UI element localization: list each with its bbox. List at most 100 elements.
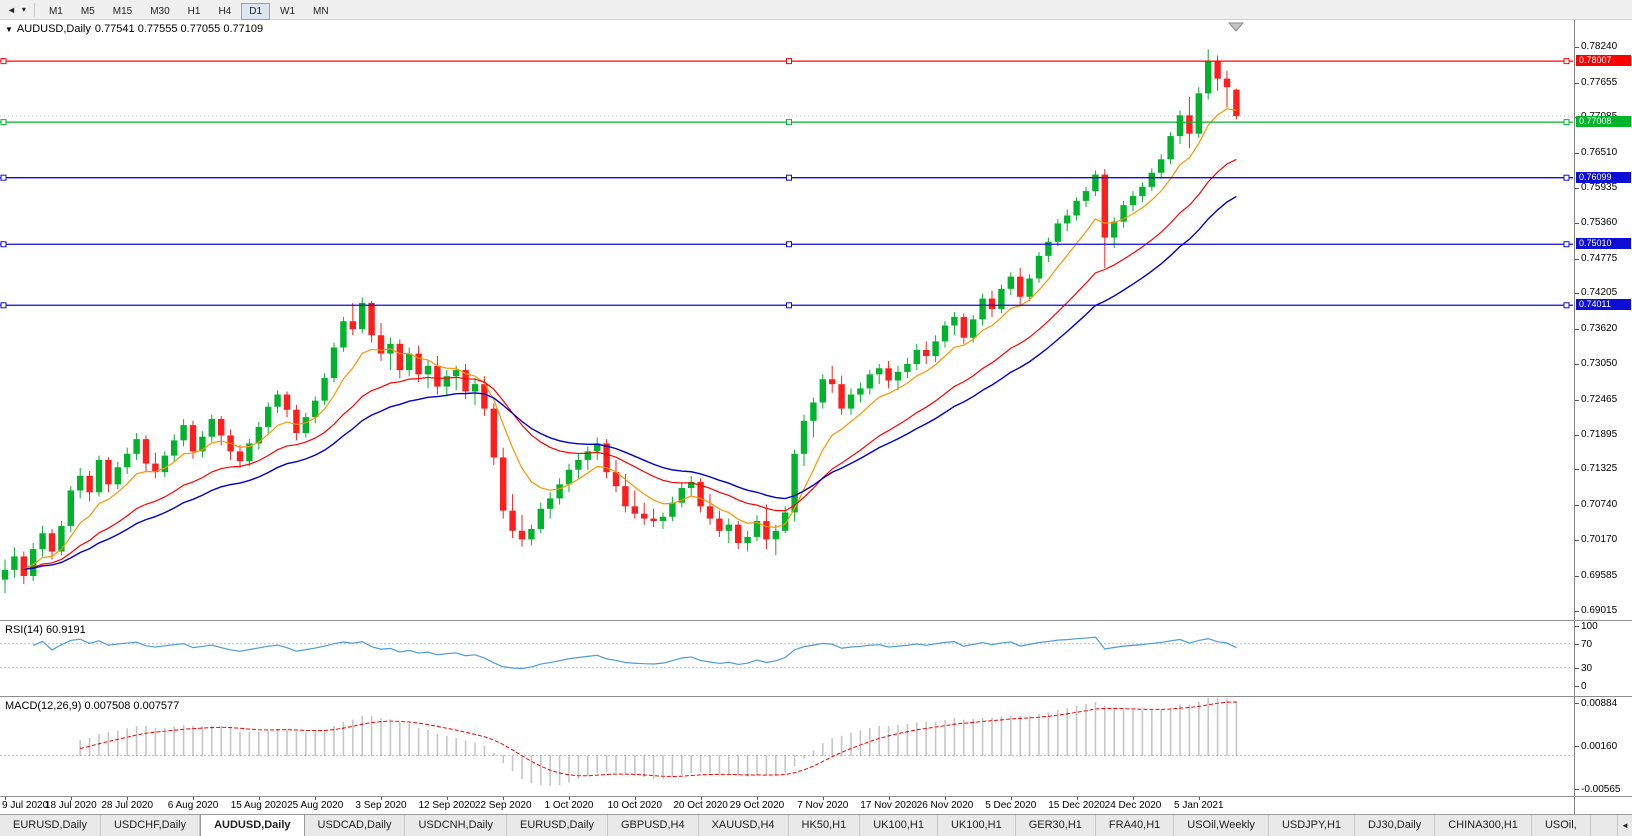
rsi-axis[interactable]: 100 70 30 0 [1574,621,1632,696]
time-axis-tick [888,797,890,800]
chart-tab-usoil-weekly[interactable]: USOil,Weekly [1174,815,1269,836]
timeframe-button-m30[interactable]: M30 [150,5,170,17]
macd-axis[interactable]: 0.00884 0.00160 -0.00565 [1574,697,1632,796]
date-label: 20 Oct 2020 [673,800,728,811]
chart-tab-eurusd-daily[interactable]: EURUSD,Daily [0,815,101,836]
chart-shift-marker [1227,22,1245,32]
time-axis-tick [757,797,758,800]
toolbar-separator [33,2,35,17]
macd-canvas[interactable] [0,697,1573,796]
price-axis[interactable]: 0.782400.776550.770850.765100.759350.753… [1574,20,1632,620]
timeframe-button-m15[interactable]: M15 [112,5,133,17]
horizontal-line-0.76099 [0,174,1573,181]
date-label: 6 Aug 2020 [167,800,219,811]
date-label: 29 Oct 2020 [729,800,785,811]
price-axis-label: 0.71895 [1581,428,1618,440]
time-axis-tick [381,797,382,800]
dropdown-icon[interactable]: ▾ [21,5,26,14]
timeframes-toolbar: ◄ ▾ M1 M5 M15 M30 H1 H4 D1 W1 MN [0,0,1632,20]
chart-tab-fra40-h1[interactable]: FRA40,H1 [1095,815,1175,836]
rsi-axis-label: 30 [1581,662,1593,674]
chart-shift-icon[interactable]: ◄ [7,4,16,15]
chart-tab-usdcnh-daily[interactable]: USDCNH,Daily [405,815,508,836]
chart-tab-ger30-h1[interactable]: GER30,H1 [1015,815,1096,836]
rsi-canvas[interactable] [0,621,1573,696]
chart-tab-usdcad-daily[interactable]: USDCAD,Daily [304,815,406,836]
timeframe-button-m5[interactable]: M5 [80,5,95,17]
macd-axis-label: -0.00565 [1581,784,1621,796]
axis-tick [1575,434,1579,436]
rsi-line [32,636,1237,670]
rsi-chart[interactable]: RSI(14) 60.9191 [0,621,1574,696]
time-axis-tick [1133,797,1134,800]
timeframe-button-w1[interactable]: W1 [280,5,296,17]
time-axis-tick [127,797,129,800]
chart-tab-china300-h1[interactable]: CHINA300,H1 [1435,815,1532,836]
time-axis[interactable]: 9 Jul 2020 18 Jul 2020 28 Jul 2020 6 Aug 20… [0,797,1574,814]
time-axis-row: 9 Jul 2020 18 Jul 2020 28 Jul 2020 6 Aug 20… [0,796,1632,814]
chart-tab-hk50-h1[interactable]: HK50,H1 [788,815,861,836]
date-label: 15 Dec 2020 [1048,800,1105,811]
candlestick-canvas[interactable] [0,20,1573,620]
price-chart[interactable]: ▼ AUDUSD,Daily 0.77541 0.77555 0.77055 0… [0,20,1574,620]
axis-tick [1575,539,1579,541]
macd-axis-label: 0.00160 [1581,740,1618,752]
price-line-badge: 0.75010 [1576,238,1631,250]
time-axis-tick [945,797,946,800]
chart-tab-uk100-h1[interactable]: UK100,H1 [937,815,1016,836]
date-label: 26 Nov 2020 [916,800,974,811]
time-axis-tick [70,797,72,800]
macd-chart[interactable]: MACD(12,26,9) 0.007508 0.007577 [0,697,1574,796]
chart-tab-audusd-daily-active[interactable]: AUDUSD,Daily [200,815,305,836]
date-label: 5 Jan 2021 [1174,800,1224,811]
chart-tab-dj30-daily[interactable]: DJ30,Daily [1355,815,1436,836]
timeframe-button-d1[interactable]: D1 [241,2,271,20]
chart-tab-usdchf-daily[interactable]: USDCHF,Daily [100,815,201,836]
timeframe-button-h4[interactable]: H4 [218,5,232,17]
chart-tab-xauusd-h4[interactable]: XAUUSD,H4 [698,815,789,836]
date-label: 24 Dec 2020 [1104,800,1162,811]
time-axis-tick [446,797,448,800]
macd-panel: MACD(12,26,9) 0.007508 0.007577 0.00884 0… [0,696,1632,796]
timeframe-buttons: M1 M5 M15 M30 H1 H4 D1 W1 MN [40,1,338,20]
axis-tick [1575,222,1579,224]
axis-tick [1575,46,1579,48]
axis-tick [1575,399,1579,401]
price-axis-label: 0.70170 [1581,533,1618,545]
price-axis-label: 0.70740 [1581,499,1618,511]
price-axis-label: 0.72465 [1581,393,1618,405]
date-label: 25 Aug 2020 [287,800,344,811]
axis-tick [1575,575,1579,577]
chart-tab-usdjpy-h1[interactable]: USDJPY,H1 [1268,815,1356,836]
chart-title: ▼ AUDUSD,Daily 0.77541 0.77555 0.77055 0… [5,23,263,35]
chart-tab-usoil[interactable]: USOil, [1531,815,1591,836]
time-axis-tick [634,797,636,800]
chart-tab-gbpusd-h4[interactable]: GBPUSD,H4 [608,815,699,836]
horizontal-line-0.78007 [0,58,1573,65]
price-axis-label: 0.73050 [1581,357,1618,369]
price-line-badge: 0.76099 [1576,171,1631,183]
price-axis-label: 0.75360 [1581,216,1618,228]
chart-tabs-bar: EURUSD,Daily USDCHF,Daily AUDUSD,Daily USDC… [0,814,1632,836]
axis-tick [1575,643,1579,645]
chart-tab-uk100-h1[interactable]: UK100,H1 [860,815,938,836]
price-axis-label: 0.76510 [1581,146,1618,158]
price-axis-label: 0.74205 [1581,287,1618,299]
date-label: 10 Oct 2020 [607,800,663,811]
date-label: 7 Nov 2020 [797,800,849,811]
collapse-icon[interactable]: ▼ [5,24,13,34]
timeframe-button-mn[interactable]: MN [313,5,329,17]
price-axis-label: 0.73620 [1581,323,1618,335]
timeframe-button-h1[interactable]: H1 [187,5,201,17]
tab-scroll-left-icon[interactable]: ◄ [1617,815,1632,836]
ma-slow-line [23,195,1237,571]
axis-tick [1575,745,1579,747]
chart-tab-eurusd-daily[interactable]: EURUSD,Daily [507,815,608,836]
date-label: 12 Sep 2020 [418,800,476,811]
time-axis-tick [258,797,260,800]
date-label: 28 Jul 2020 [101,800,154,811]
price-line-badge: 0.74011 [1576,299,1631,311]
timeframe-button-m1[interactable]: M1 [48,5,63,17]
time-axis-tick [569,797,570,800]
date-label: 9 Jul 2020 [2,800,49,811]
